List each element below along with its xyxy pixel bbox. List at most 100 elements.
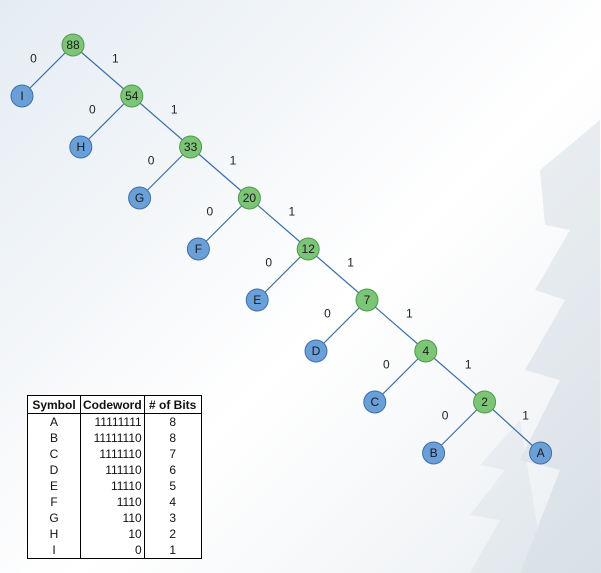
bits-cell: 3 xyxy=(143,510,202,526)
edge-n4-n2 xyxy=(425,350,485,403)
edge-label: 1 xyxy=(465,358,472,372)
leaf-node: A xyxy=(529,441,553,465)
codeword-table: Symbol Codeword # of Bits A 11111111 8 B 11… xyxy=(27,395,202,559)
node-label: D xyxy=(312,344,321,358)
edge-n20-lF xyxy=(197,197,250,250)
node-label: 12 xyxy=(302,242,316,256)
internal-node: 7 xyxy=(355,288,379,312)
table-row: H 10 2 xyxy=(28,526,202,542)
node-circle xyxy=(128,186,152,210)
codeword-cell: 0 xyxy=(80,542,145,559)
edge-n2-lB xyxy=(433,401,486,454)
node-label: A xyxy=(537,446,545,460)
bits-cell: 8 xyxy=(143,430,202,446)
node-circle xyxy=(186,237,210,261)
internal-node: 54 xyxy=(120,84,144,108)
table-row: B 11111110 8 xyxy=(28,430,202,446)
codeword-cell: 1111110 xyxy=(80,446,145,462)
edge-label: 1 xyxy=(406,307,413,321)
edge-n88-lI xyxy=(21,44,74,97)
edge-n7-n4 xyxy=(366,299,427,352)
node-circle xyxy=(179,135,203,159)
codeword-cell: 10 xyxy=(80,526,145,542)
edge-label: 1 xyxy=(112,52,119,66)
symbol-cell: C xyxy=(49,447,59,461)
bits-cell: 7 xyxy=(143,446,202,462)
table-row: G 110 3 xyxy=(28,510,202,526)
leaf-node: G xyxy=(128,186,152,210)
node-label: 7 xyxy=(364,293,371,307)
bits-cell: 6 xyxy=(143,462,202,478)
node-label: F xyxy=(195,242,202,256)
edge-label: 1 xyxy=(171,103,178,117)
edge-n33-n20 xyxy=(190,146,250,199)
symbol-cell: F xyxy=(50,495,58,509)
node-label: 33 xyxy=(184,140,198,154)
symbol-cell: E xyxy=(49,479,58,493)
edge-label: 1 xyxy=(230,154,237,168)
edge-label: 1 xyxy=(522,409,529,423)
node-label: E xyxy=(253,293,261,307)
header-codeword: Codeword xyxy=(80,395,145,414)
bits-cell: 8 xyxy=(143,413,202,430)
edge-n20-n12 xyxy=(249,197,309,250)
codeword-cell: 11110 xyxy=(80,478,145,494)
edge-label: 0 xyxy=(89,103,96,117)
node-circle xyxy=(10,84,34,108)
edge-n7-lD xyxy=(315,299,368,352)
leaf-node: F xyxy=(186,237,210,261)
node-circle xyxy=(422,441,446,465)
edge-label: 0 xyxy=(442,409,449,423)
node-circle xyxy=(61,33,85,57)
bits-cell: 5 xyxy=(143,478,202,494)
node-label: 88 xyxy=(66,38,80,52)
codeword-cell: 11111110 xyxy=(80,430,145,446)
codeword-cell: 110 xyxy=(80,510,145,526)
internal-node: 2 xyxy=(473,390,497,414)
symbol-cell: H xyxy=(49,527,59,541)
internal-node: 20 xyxy=(237,186,261,210)
node-label: G xyxy=(135,191,144,205)
codeword-cell: 11111111 xyxy=(80,413,145,430)
edge-n54-n33 xyxy=(131,95,191,148)
node-circle xyxy=(355,288,379,312)
table-row: E 11110 5 xyxy=(28,478,202,494)
symbol-cell: G xyxy=(49,511,59,525)
node-label: B xyxy=(430,446,438,460)
table-row: C 1111110 7 xyxy=(28,446,202,462)
edge-n2-lA xyxy=(484,401,542,454)
edge-label: 0 xyxy=(30,52,37,66)
codeword-cell: 111110 xyxy=(80,462,145,478)
node-circle xyxy=(304,339,328,363)
node-label: I xyxy=(20,89,23,103)
node-label: 20 xyxy=(243,191,257,205)
node-circle xyxy=(529,441,553,465)
leaf-node: E xyxy=(245,288,269,312)
edge-n54-lH xyxy=(80,95,133,148)
internal-node: 33 xyxy=(179,135,203,159)
edge-n12-lE xyxy=(256,248,309,301)
edge-n12-n7 xyxy=(307,248,368,301)
node-circle xyxy=(237,186,261,210)
edge-label: 0 xyxy=(148,154,155,168)
node-label: 54 xyxy=(125,89,139,103)
bits-cell: 4 xyxy=(143,494,202,510)
edge-label: 0 xyxy=(324,307,331,321)
symbol-cell: I xyxy=(52,543,56,557)
leaf-node: C xyxy=(363,390,387,414)
header-symbol: Symbol xyxy=(27,395,81,414)
leaf-node: D xyxy=(304,339,328,363)
edge-label: 1 xyxy=(347,256,354,270)
bits-cell: 2 xyxy=(143,526,202,542)
internal-node: 12 xyxy=(296,237,320,261)
node-circle xyxy=(414,339,438,363)
internal-node: 88 xyxy=(61,33,85,57)
edge-label: 0 xyxy=(383,358,390,372)
node-label: H xyxy=(76,140,85,154)
codeword-cell: 1110 xyxy=(80,494,145,510)
leaf-node: B xyxy=(422,441,446,465)
node-circle xyxy=(363,390,387,414)
node-circle xyxy=(245,288,269,312)
